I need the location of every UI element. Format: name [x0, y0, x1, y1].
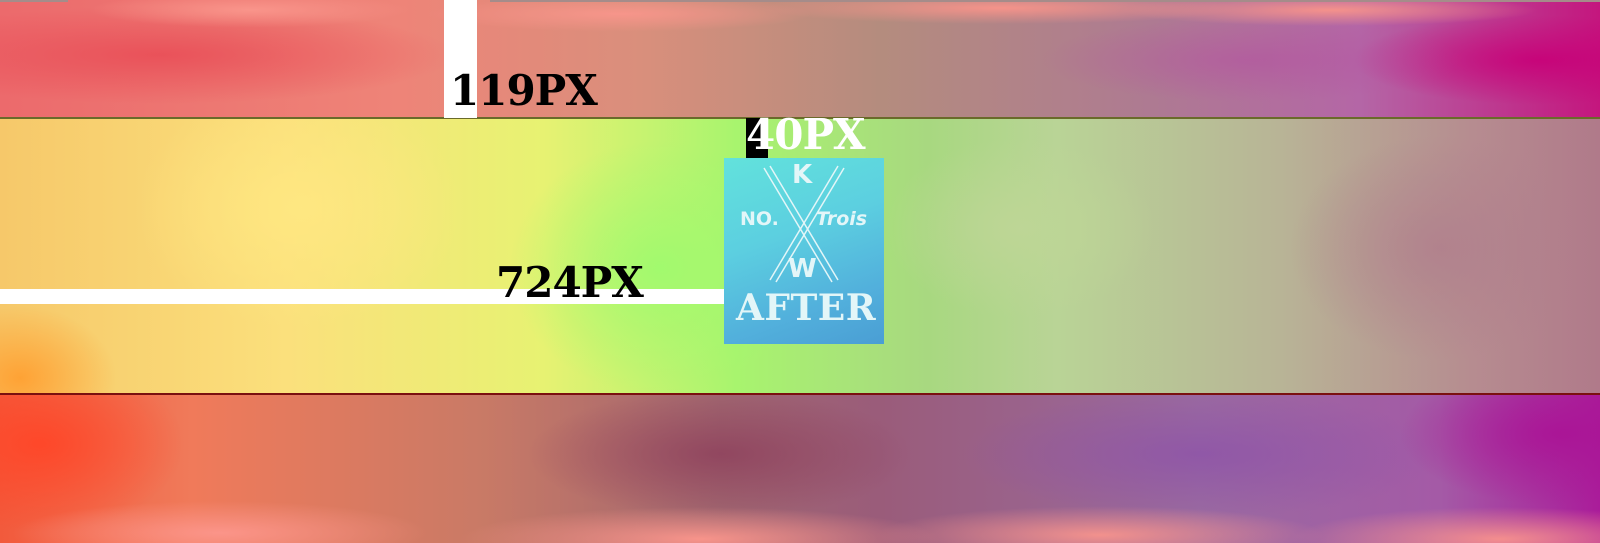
crossed-lines-icon — [763, 165, 845, 283]
logo-caption: AFTER — [736, 287, 877, 329]
band-divider-top — [0, 117, 1600, 119]
top-offset-label: 119PX — [450, 66, 598, 115]
logo-offset-marker — [746, 118, 768, 158]
background-top-band — [0, 0, 1600, 118]
horizontal-measure-marker — [0, 289, 724, 304]
top-edge-line-left — [0, 0, 68, 2]
logo-tile: K NO. Trois W AFTER — [724, 158, 884, 344]
logo-text-no: NO. — [740, 208, 779, 230]
vertical-measure-marker — [444, 0, 477, 118]
top-edge-line-right — [490, 0, 1600, 2]
logo-text-trois: Trois — [816, 208, 868, 230]
logo-offset-label: 40PX — [746, 110, 866, 159]
left-offset-label: 724PX — [496, 258, 644, 307]
background-bottom-band — [0, 394, 1600, 543]
logo-letter-k: K — [792, 160, 813, 190]
band-divider-bottom — [0, 393, 1600, 395]
logo-letter-w: W — [788, 254, 817, 284]
